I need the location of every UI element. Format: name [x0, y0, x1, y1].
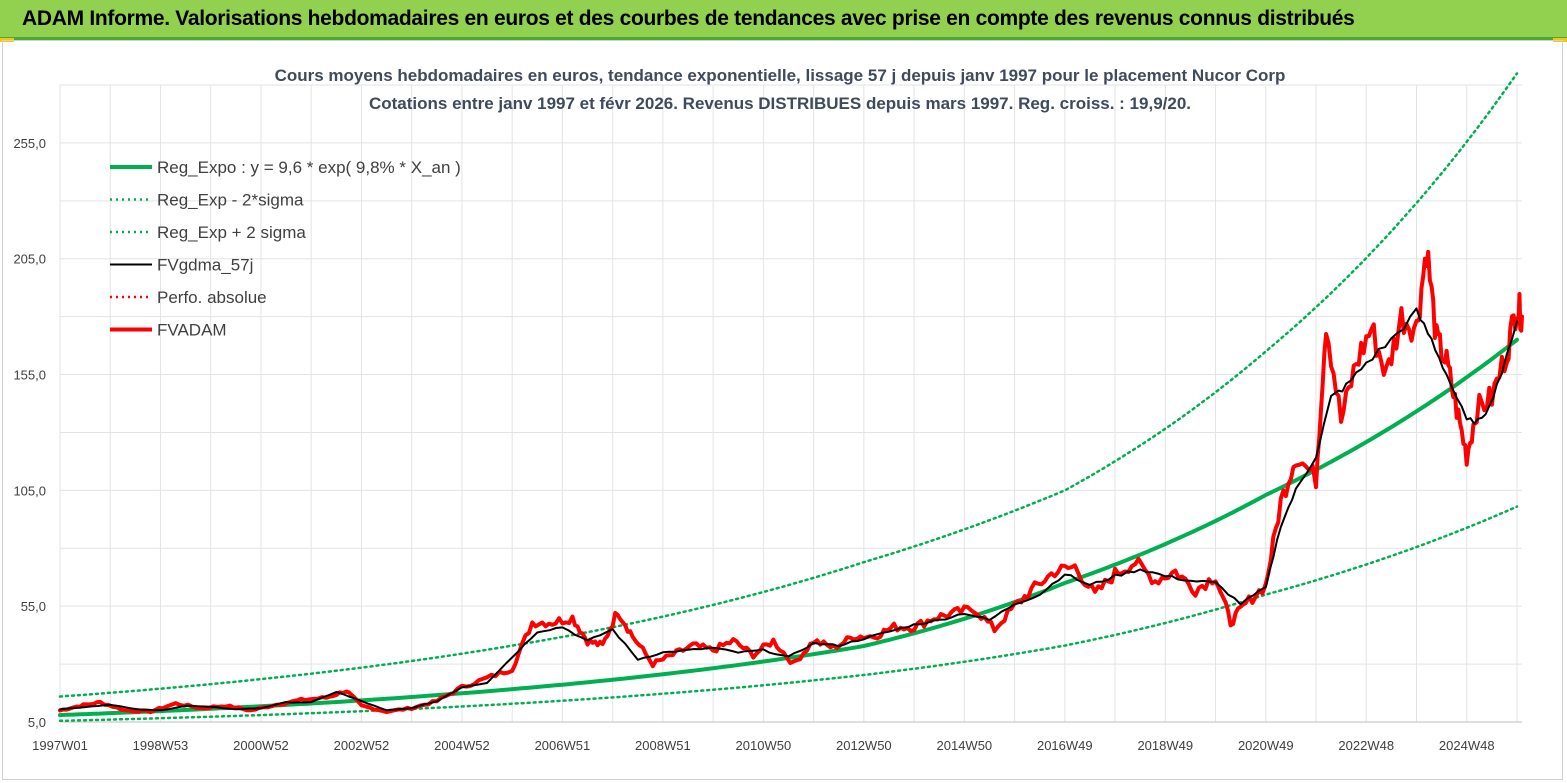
- y-tick-label: 205,0: [13, 252, 46, 267]
- x-tick-label: 2016W49: [1037, 738, 1093, 753]
- x-tick-label: 2012W50: [836, 738, 892, 753]
- x-tick-label: 2002W52: [334, 738, 390, 753]
- x-tick-label: 2000W52: [233, 738, 289, 753]
- y-tick-label: 155,0: [13, 368, 46, 383]
- x-tick-label: 2022W48: [1338, 738, 1394, 753]
- axis-layer: 5,0 55,0 105,0 155,0 205,0 255,0 1997W01 1998W5…: [13, 136, 1522, 753]
- x-tick-label: 2008W51: [635, 738, 691, 753]
- legend-layer: Reg_Expo : y = 9,6 * exp( 9,8% * X_an ) R…: [110, 158, 461, 340]
- page-title: ADAM Informe. Valorisations hebdomadaire…: [22, 7, 1355, 30]
- series-layer: [58, 72, 1524, 723]
- x-tick-label: 2014W50: [937, 738, 993, 753]
- x-tick-label: 2024W48: [1439, 738, 1495, 753]
- x-tick-label: 2010W50: [736, 738, 792, 753]
- x-tick-label: 2018W49: [1137, 738, 1193, 753]
- chart-title-line1: Cours moyens hebdomadaires en euros, ten…: [275, 66, 1286, 85]
- grid-layer: [59, 84, 1522, 723]
- legend-label: FVADAM: [157, 321, 227, 340]
- legend-label: Reg_Exp + 2 sigma: [157, 223, 306, 242]
- legend-label: Perfo. absolue: [157, 288, 267, 307]
- series-line-0: [58, 337, 1519, 718]
- x-tick-label: 2006W51: [535, 738, 591, 753]
- chart-title-line2: Cotations entre janv 1997 et févr 2026. …: [369, 94, 1191, 113]
- y-tick-label: 55,0: [21, 599, 46, 614]
- legend-label: Reg_Expo : y = 9,6 * exp( 9,8% * X_an ): [157, 158, 461, 177]
- y-tick-label: 105,0: [13, 483, 46, 498]
- title-bar: ADAM Informe. Valorisations hebdomadaire…: [0, 0, 1567, 40]
- x-tick-label: 2020W49: [1238, 738, 1294, 753]
- y-tick-label: 5,0: [28, 715, 46, 730]
- chart-frame: [2, 40, 1563, 780]
- series-line-5: [58, 249, 1524, 715]
- y-tick-label: 255,0: [13, 136, 46, 151]
- legend-label: Reg_Exp - 2*sigma: [157, 191, 304, 210]
- legend-label: FVgdma_57j: [157, 256, 253, 275]
- x-tick-label: 2004W52: [434, 738, 490, 753]
- x-tick-label: 1997W01: [32, 738, 88, 753]
- series-line-2: [58, 72, 1519, 698]
- series-line-3: [59, 307, 1518, 712]
- series-line-1: [58, 505, 1519, 723]
- x-tick-label: 1998W53: [133, 738, 189, 753]
